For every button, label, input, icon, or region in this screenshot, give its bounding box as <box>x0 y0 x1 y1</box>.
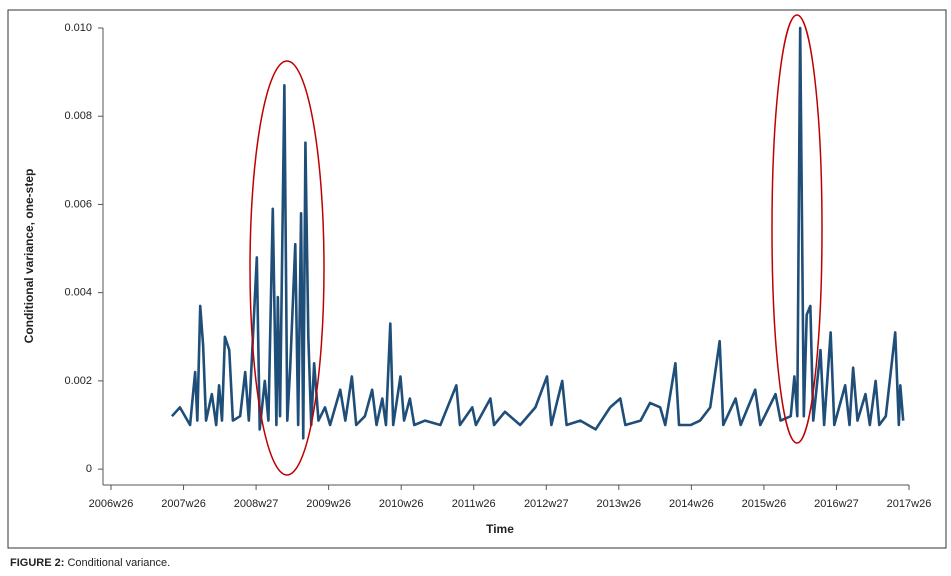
x-tick-label: 2014w26 <box>669 498 714 510</box>
caption-text: Conditional variance. <box>67 557 170 569</box>
x-tick-label: 2013w26 <box>596 498 641 510</box>
caption-label: FIGURE 2: <box>10 557 64 569</box>
highlight-ellipse <box>771 14 823 444</box>
y-axis-title: Conditional variance, one-step <box>22 169 36 344</box>
x-tick-label: 2017w26 <box>887 498 932 510</box>
x-tick-label: 2016w27 <box>814 498 859 510</box>
x-axis-title: Time <box>486 522 514 536</box>
x-tick-label: 2007w26 <box>161 498 206 510</box>
x-tick-label: 2008w27 <box>234 498 279 510</box>
x-tick-label: 2006w26 <box>89 498 134 510</box>
y-tick-label: 0.004 <box>64 287 92 299</box>
x-tick-label: 2015w26 <box>742 498 787 510</box>
highlight-ellipse <box>249 60 325 476</box>
caption: FIGURE 2: Conditional variance. <box>10 557 170 569</box>
y-tick-label: 0.008 <box>64 110 92 122</box>
x-tick-label: 2011w26 <box>452 498 496 510</box>
x-tick-label: 2009w26 <box>306 498 351 510</box>
y-tick-label: 0.002 <box>64 375 92 387</box>
y-tick-label: 0.006 <box>64 198 92 210</box>
y-tick-label: 0.010 <box>64 22 92 34</box>
y-tick-label: 0 <box>86 463 92 475</box>
series-line <box>170 26 905 440</box>
chart-frame <box>7 9 947 549</box>
x-tick-label: 2010w26 <box>379 498 424 510</box>
x-tick-label: 2012w27 <box>524 498 569 510</box>
